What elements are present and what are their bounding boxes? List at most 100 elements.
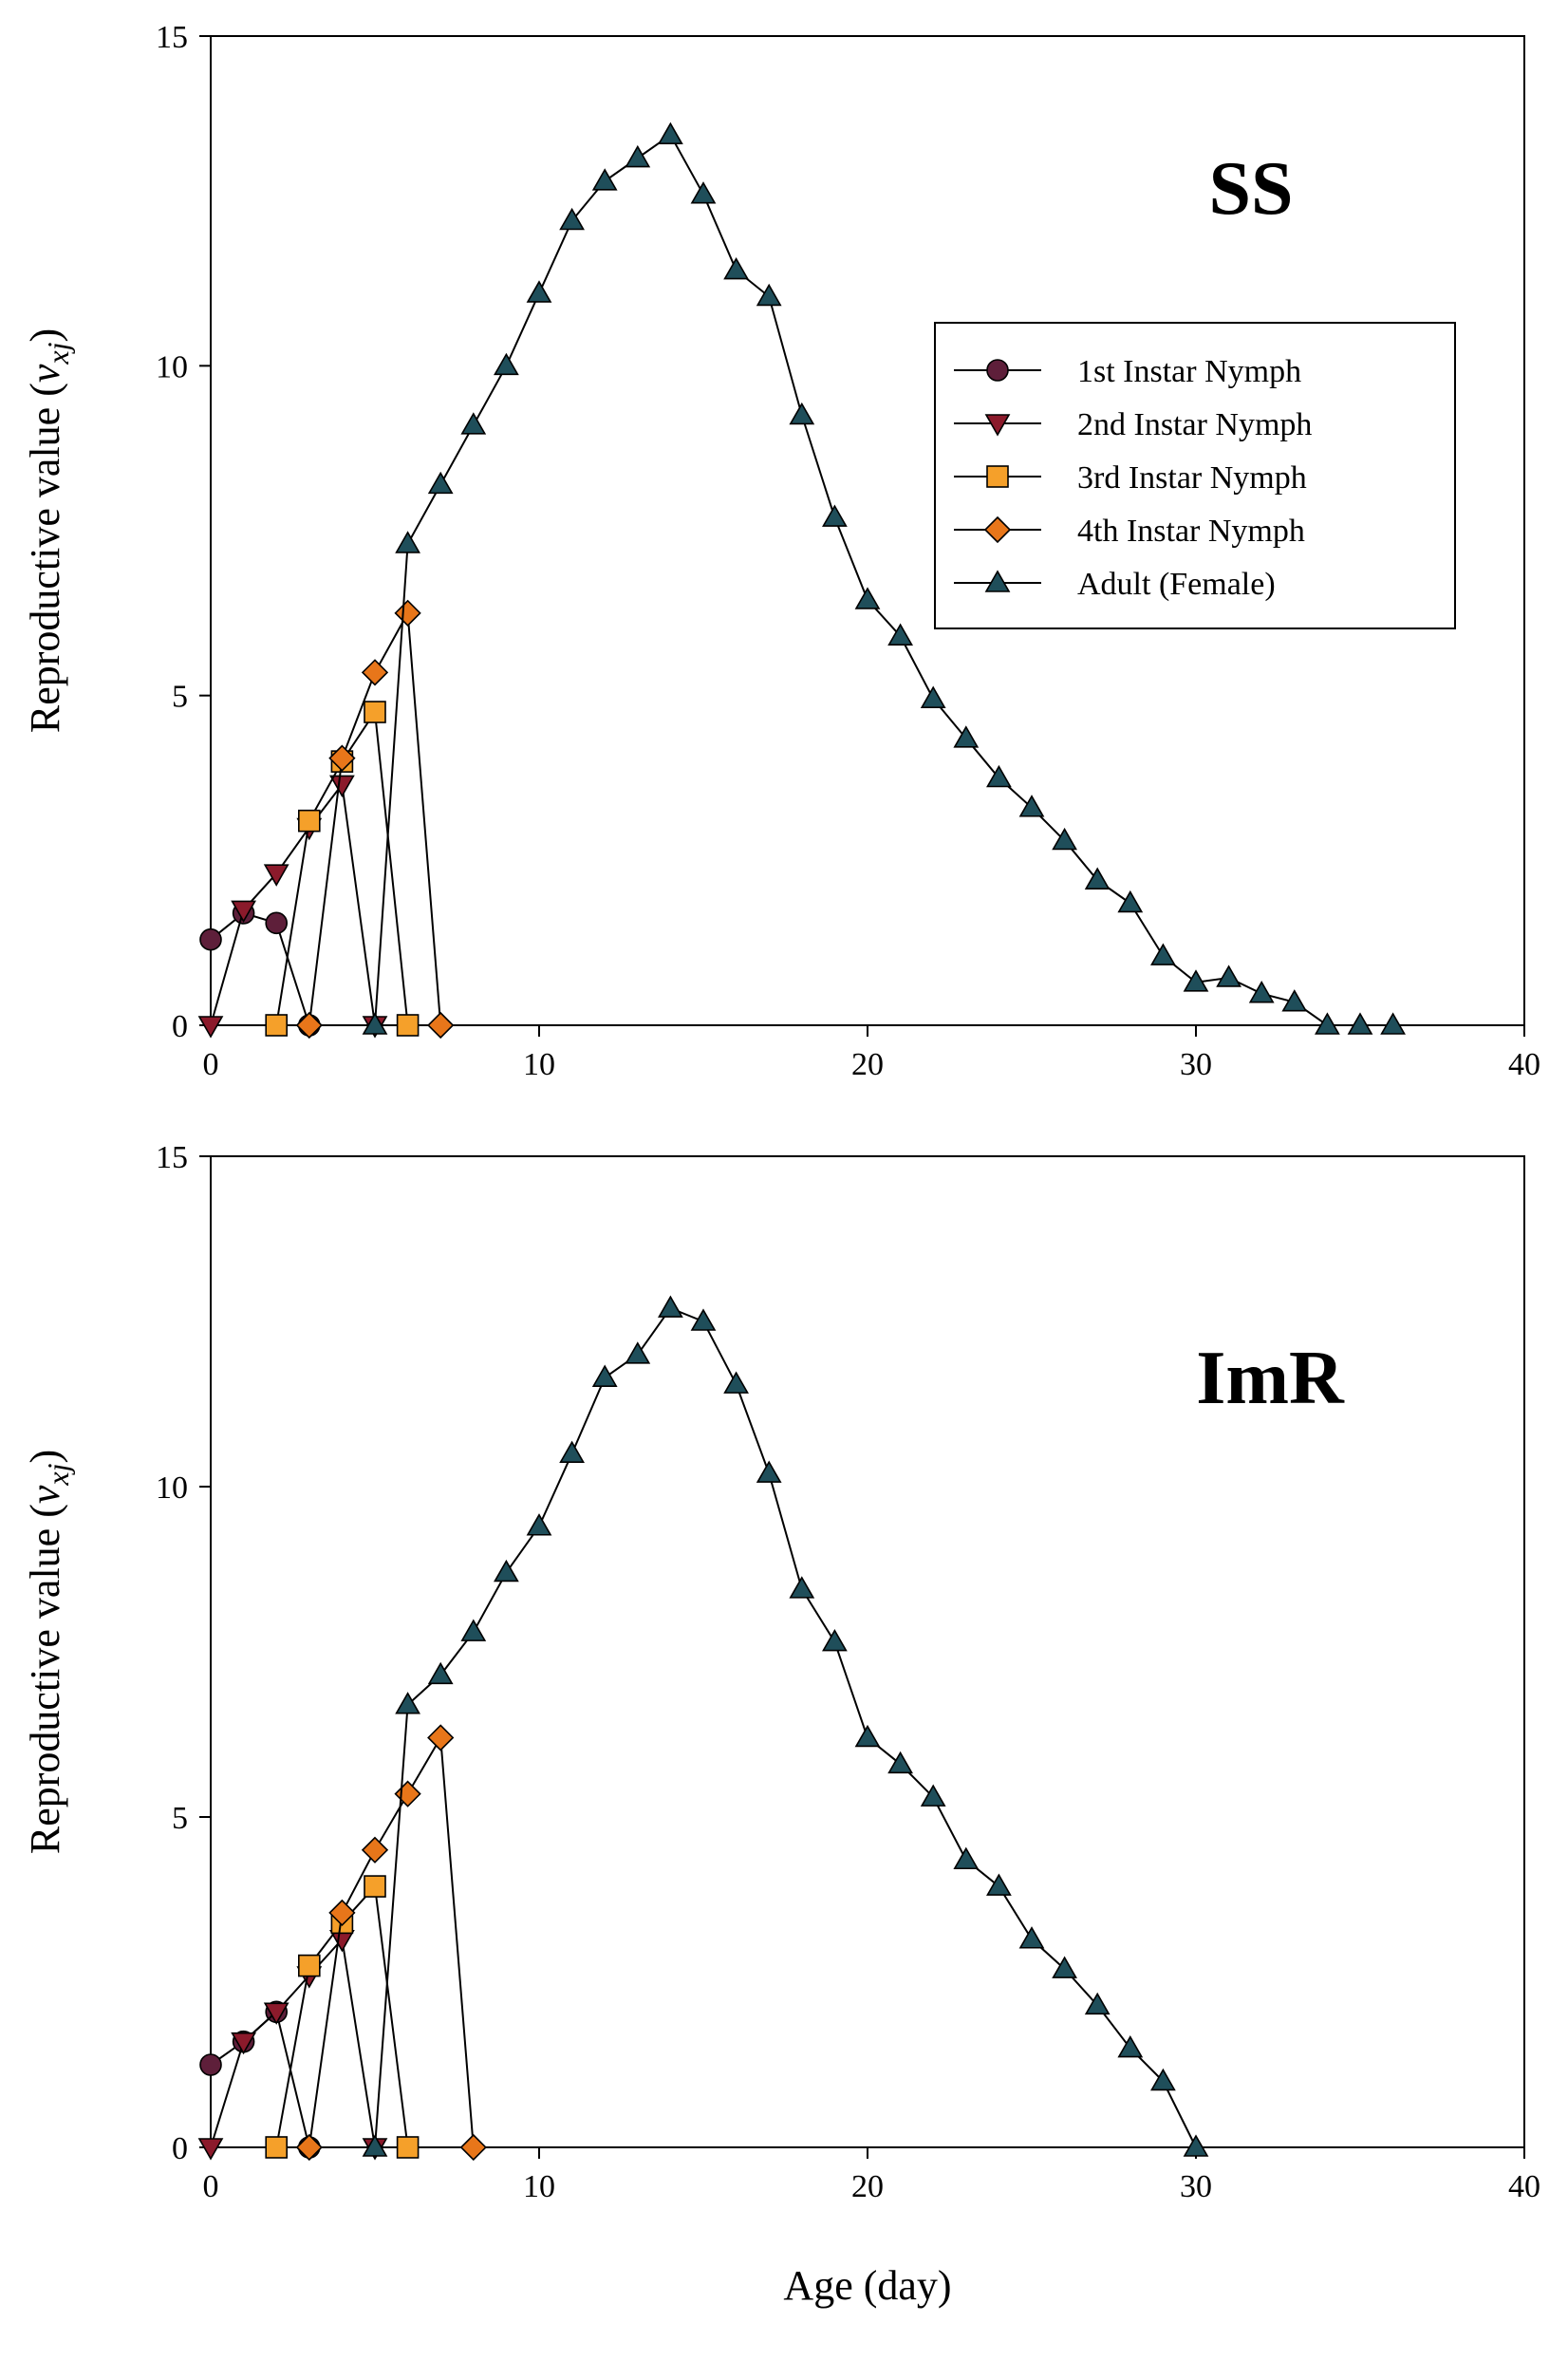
y-axis-title-end: ) <box>22 1450 68 1464</box>
data-point <box>297 809 321 833</box>
data-point <box>625 144 651 168</box>
data-point <box>395 531 420 553</box>
data-point <box>1281 989 1308 1012</box>
data-point <box>328 1899 356 1927</box>
series-line <box>210 2010 310 2148</box>
series-line <box>210 911 310 1026</box>
y-axis-title-main: Reproductive value ( <box>22 383 68 733</box>
data-point <box>396 2136 420 2159</box>
x-tick-label: 20 <box>851 1047 884 1082</box>
data-point <box>231 2032 256 2055</box>
y-tick-label: 10 <box>156 349 188 384</box>
data-point <box>1183 969 1209 992</box>
data-point <box>591 1364 618 1387</box>
data-point <box>427 471 454 495</box>
data-point <box>263 864 289 887</box>
series-4 <box>295 1724 487 2162</box>
y-axis-title: Reproductive value (vxj) <box>22 1450 75 1854</box>
data-point <box>887 623 913 646</box>
data-point <box>1117 890 1144 913</box>
series-2 <box>197 1929 388 2161</box>
data-point <box>364 1875 386 1898</box>
y-tick-label: 5 <box>172 680 188 715</box>
data-point <box>953 725 980 748</box>
data-point <box>1216 965 1241 987</box>
data-point <box>789 1576 815 1599</box>
data-point <box>1018 1926 1045 1949</box>
data-point <box>1183 2134 1209 2157</box>
data-point <box>1150 2068 1176 2091</box>
data-point <box>756 283 782 307</box>
data-point <box>265 911 289 935</box>
y-axis-title: Reproductive value (vxj) <box>22 328 75 733</box>
legend: 1st Instar Nymph 2nd Instar Nymph 3rd Inst… <box>934 322 1456 629</box>
data-point <box>295 1011 323 1040</box>
data-point <box>364 701 386 723</box>
y-tick-label: 15 <box>156 20 188 55</box>
data-point <box>1084 867 1111 890</box>
data-point <box>265 2136 289 2159</box>
data-point <box>559 207 585 231</box>
data-point <box>1315 1012 1340 1035</box>
data-point <box>822 504 848 527</box>
data-point <box>295 2133 323 2162</box>
data-point <box>690 181 717 204</box>
x-tick-label: 20 <box>851 2169 884 2204</box>
y-axis-title-end: ) <box>22 328 68 343</box>
data-point <box>723 256 749 280</box>
data-point <box>396 1014 420 1037</box>
legend-marker <box>986 465 1009 488</box>
y-tick-label: 5 <box>172 1801 188 1836</box>
data-point <box>658 1295 683 1318</box>
data-point <box>986 764 1012 788</box>
data-point <box>1018 795 1045 817</box>
series-line <box>308 1734 475 2148</box>
data-point <box>658 122 683 144</box>
data-point <box>1248 981 1275 1003</box>
legend-item: 1st Instar Nymph <box>954 354 1301 389</box>
x-tick-label: 30 <box>1180 2169 1212 2204</box>
y-axis-title-main: Reproductive value ( <box>22 1504 68 1854</box>
data-point <box>690 1308 717 1331</box>
x-axis-title: Age (day) <box>783 2262 951 2309</box>
y-axis-title-symbol: v <box>22 364 68 383</box>
data-point <box>427 1011 455 1040</box>
x-tick-label: 40 <box>1508 2169 1540 2204</box>
legend-item: Adult (Female) <box>954 567 1276 602</box>
series-line <box>210 781 376 1026</box>
data-point <box>986 1873 1012 1896</box>
legend-marker <box>983 515 1012 544</box>
y-axis-title-subscript: xj <box>41 342 75 365</box>
x-tick-label: 40 <box>1508 1047 1540 1082</box>
data-point <box>526 1513 552 1536</box>
data-point <box>494 1559 519 1583</box>
y-axis-title-symbol: v <box>22 1485 68 1504</box>
data-point <box>427 1724 455 1751</box>
legend-item: 2nd Instar Nymph <box>954 407 1312 442</box>
y-tick-label: 10 <box>156 1470 188 1506</box>
data-point <box>361 1836 389 1864</box>
data-point <box>460 1619 487 1641</box>
panel-label: SS <box>1209 147 1294 231</box>
data-point <box>1150 943 1176 965</box>
data-point <box>297 1954 321 1977</box>
data-point <box>591 168 618 191</box>
legend-label: 4th Instar Nymph <box>1077 514 1305 549</box>
series-line <box>374 1306 1197 2148</box>
data-point <box>361 659 389 686</box>
legend-marker <box>984 570 1011 592</box>
data-point <box>459 2133 487 2162</box>
series-1 <box>199 2000 321 2159</box>
x-tick-label: 10 <box>523 1047 555 1082</box>
data-point <box>362 1012 388 1035</box>
data-point <box>559 1440 585 1463</box>
x-tick-label: 10 <box>523 2169 555 2204</box>
data-point <box>328 744 356 772</box>
series-5 <box>362 1295 1209 2157</box>
data-point <box>887 1751 913 1774</box>
series-2 <box>197 775 388 1039</box>
data-point <box>394 599 421 627</box>
legend-label: 3rd Instar Nymph <box>1077 460 1307 496</box>
data-point <box>789 402 815 425</box>
